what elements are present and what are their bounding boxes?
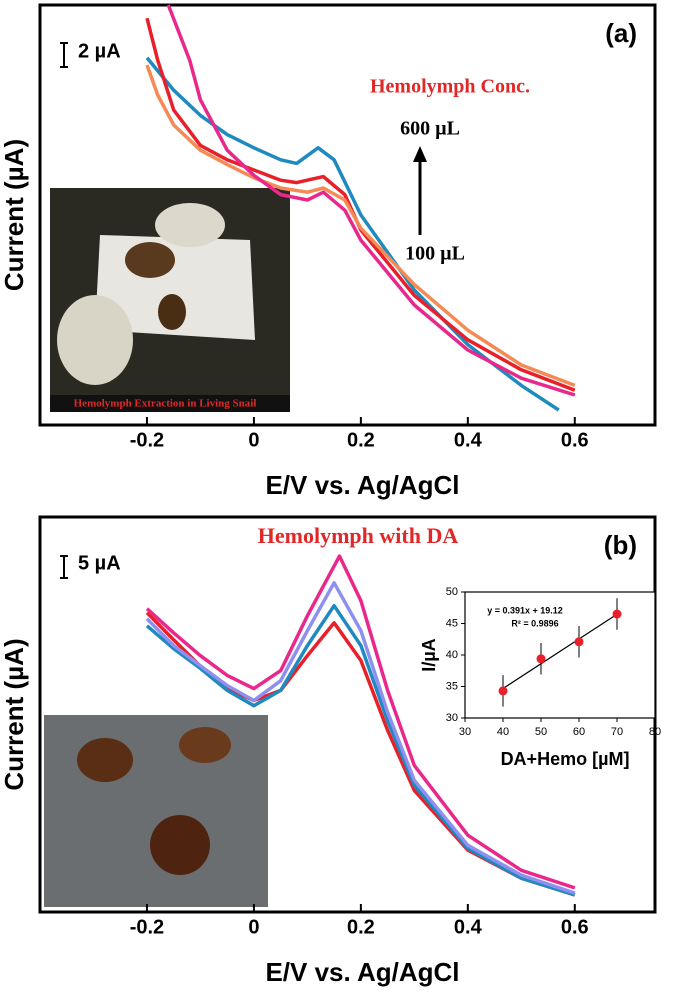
x-tick-label: 0.4 (454, 429, 483, 451)
curve (145, 554, 576, 890)
scale-bar-label: 2 µA (78, 40, 121, 62)
annotation: Hemolymph with DA (258, 523, 459, 548)
x-tick-label: 0.2 (347, 916, 375, 938)
curve (145, 603, 576, 897)
photo-snail (158, 294, 186, 330)
photo-snail (125, 242, 175, 278)
curve (145, 17, 576, 392)
panel-label: (b) (604, 530, 637, 560)
scale-bar-label: 5 µA (78, 552, 121, 574)
annotation: 600 µL (400, 118, 460, 140)
x-tick-label: 40 (497, 726, 509, 738)
photo-background (44, 715, 268, 907)
x-axis-title: E/V vs. Ag/AgCl (265, 957, 459, 987)
annotation: Hemolymph Extraction in Living Snail (74, 398, 257, 410)
arrowhead (413, 146, 427, 162)
photo-snails (44, 715, 268, 907)
curve (145, 581, 576, 895)
photo-glove (57, 295, 133, 385)
x-tick-label: 50 (535, 726, 547, 738)
y-axis-title: Current (µA) (0, 139, 29, 291)
y-tick-label: 35 (446, 680, 458, 692)
y-tick-label: 45 (446, 617, 458, 629)
x-tick-label: -0.2 (130, 429, 164, 451)
x-tick-label: 0 (248, 916, 259, 938)
y-tick-label: 40 (446, 649, 458, 661)
y-tick-label: 30 (446, 712, 458, 724)
annotation: 100 µL (405, 243, 465, 265)
x-tick-label: 0.6 (561, 916, 589, 938)
y-axis-title: I/µA (419, 638, 439, 671)
point (498, 686, 508, 696)
y-tick-label: 50 (446, 586, 458, 598)
x-tick-label: 0.2 (347, 429, 375, 451)
plot-frame (38, 3, 657, 427)
inset-frame (464, 591, 656, 719)
photo-snail (150, 815, 210, 875)
annotation: R² = 0.9896 (511, 618, 558, 628)
x-tick-label: 80 (649, 726, 661, 738)
curve (145, 56, 560, 412)
x-tick-label: 30 (459, 726, 471, 738)
point (536, 654, 546, 664)
y-axis-title: Current (µA) (0, 638, 29, 790)
point (612, 609, 622, 619)
panel-label: (a) (605, 18, 637, 48)
x-tick-label: 0 (248, 429, 259, 451)
photo-caption-bar (50, 395, 290, 412)
x-tick-label: -0.2 (130, 916, 164, 938)
curve (145, 64, 576, 388)
x-tick-label: 0.6 (561, 429, 589, 451)
photo-snail (77, 738, 133, 782)
photo-snail (179, 727, 231, 763)
photo-snail-extraction (50, 188, 290, 412)
x-tick-label: 70 (611, 726, 623, 738)
x-tick-label: 0.4 (454, 916, 483, 938)
x-axis-title: DA+Hemo [µM] (501, 749, 630, 769)
annotation: Hemolymph Conc. (370, 76, 530, 98)
x-tick-label: 60 (573, 726, 585, 738)
point (574, 637, 584, 647)
photo-glove (155, 203, 225, 247)
annotation: y = 0.391x + 19.12 (487, 605, 563, 615)
x-axis-title: E/V vs. Ag/AgCl (265, 470, 459, 500)
curve (166, 4, 576, 397)
trendline (502, 613, 618, 690)
